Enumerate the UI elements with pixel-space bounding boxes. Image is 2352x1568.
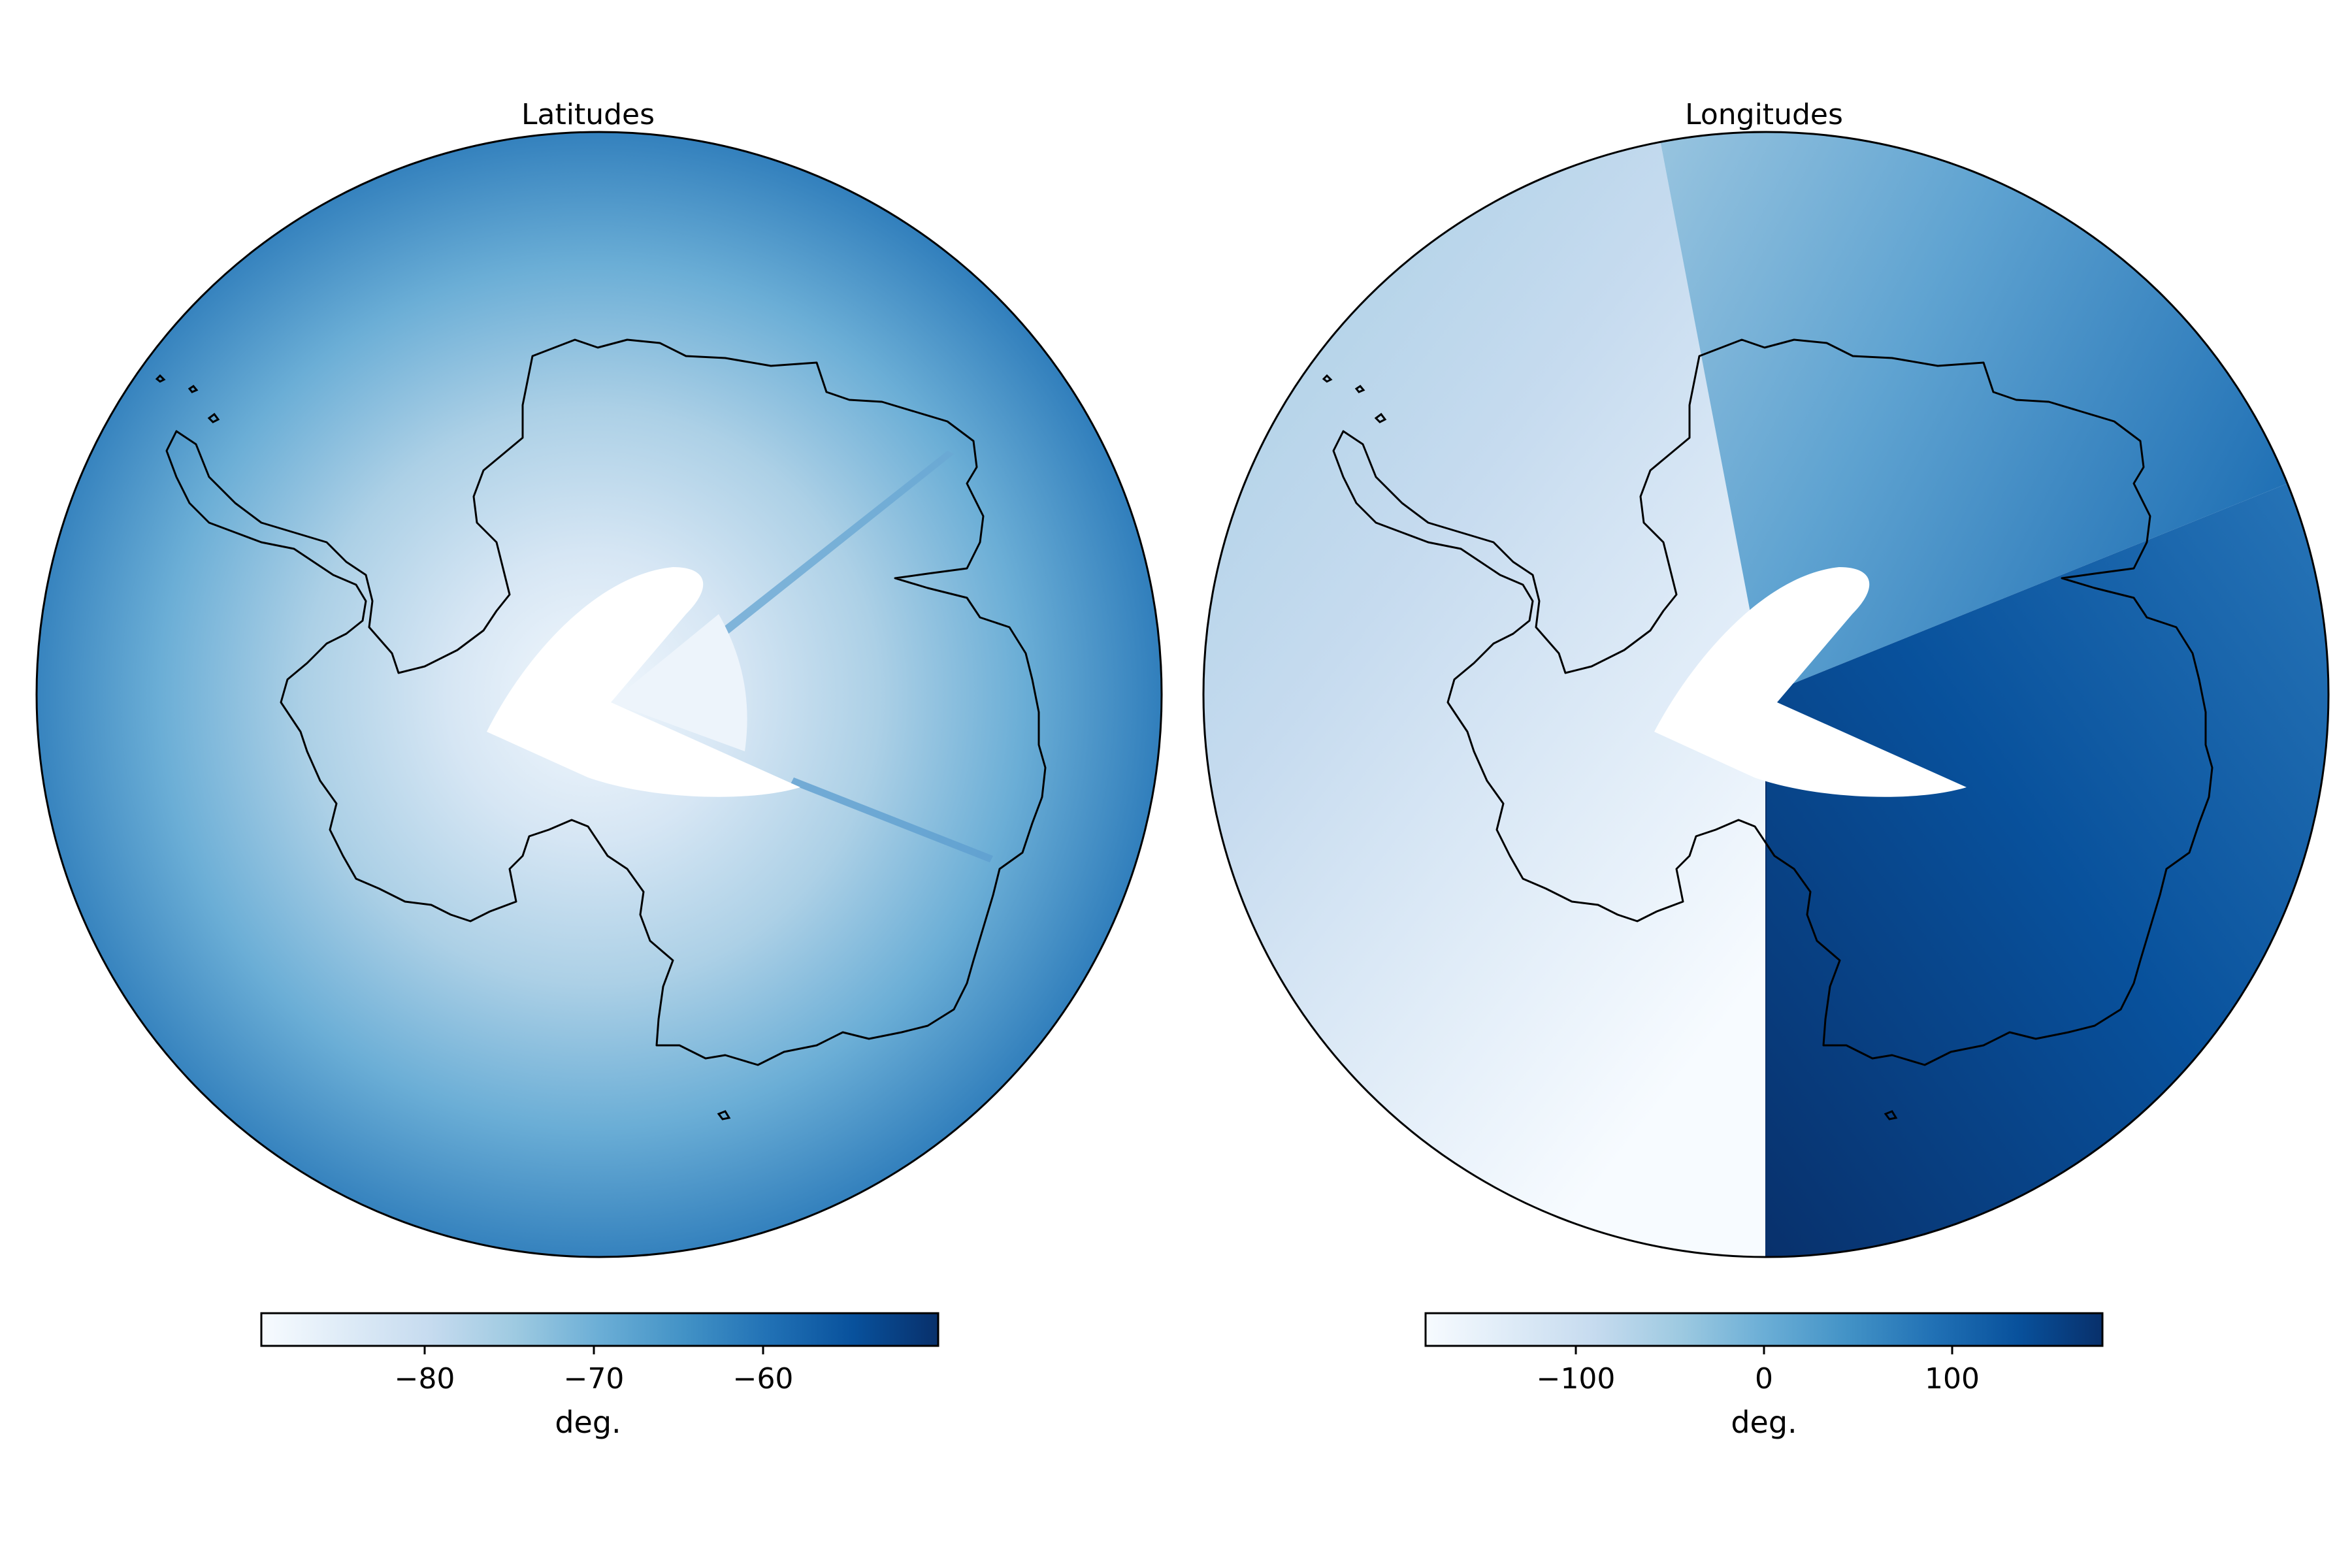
colorbar-label: deg. bbox=[1731, 1405, 1797, 1440]
seam-streak-upper bbox=[702, 451, 954, 647]
colorbar-longitudes bbox=[1424, 1312, 2104, 1347]
latitudes-panel: Latitudes bbox=[35, 98, 1163, 1440]
map-boundary bbox=[1202, 131, 2330, 1258]
colorbar-tick-label: −70 bbox=[563, 1362, 625, 1396]
colorbar-label: deg. bbox=[555, 1405, 621, 1440]
small-islands bbox=[155, 374, 731, 1120]
colorbar-tick-label: 0 bbox=[1755, 1362, 1773, 1396]
antarctica-coastline bbox=[165, 338, 1047, 1066]
pole-gap bbox=[1654, 567, 1967, 797]
longitudes-panel: Longitudes bbox=[1176, 0, 2352, 1568]
map-boundary bbox=[35, 131, 1163, 1258]
pole-gap bbox=[487, 567, 800, 797]
small-islands bbox=[1322, 374, 1898, 1120]
colorbar-latitudes bbox=[260, 1312, 939, 1347]
longitudes-title: Longitudes bbox=[1685, 98, 1843, 131]
seam-streak-lower bbox=[791, 777, 993, 862]
antarctica-coastline bbox=[1332, 338, 2213, 1066]
colorbar-tick-label: 100 bbox=[1925, 1362, 1980, 1396]
colorbar-tick-label: −60 bbox=[732, 1362, 794, 1396]
colorbar-tick-label: −100 bbox=[1536, 1362, 1616, 1396]
pole-gap-inner bbox=[611, 614, 747, 751]
latitudes-map bbox=[35, 131, 1163, 1354]
longitudes-map bbox=[1202, 131, 2330, 1354]
latitudes-title: Latitudes bbox=[521, 98, 655, 131]
colorbar-tick-label: −80 bbox=[394, 1362, 455, 1396]
